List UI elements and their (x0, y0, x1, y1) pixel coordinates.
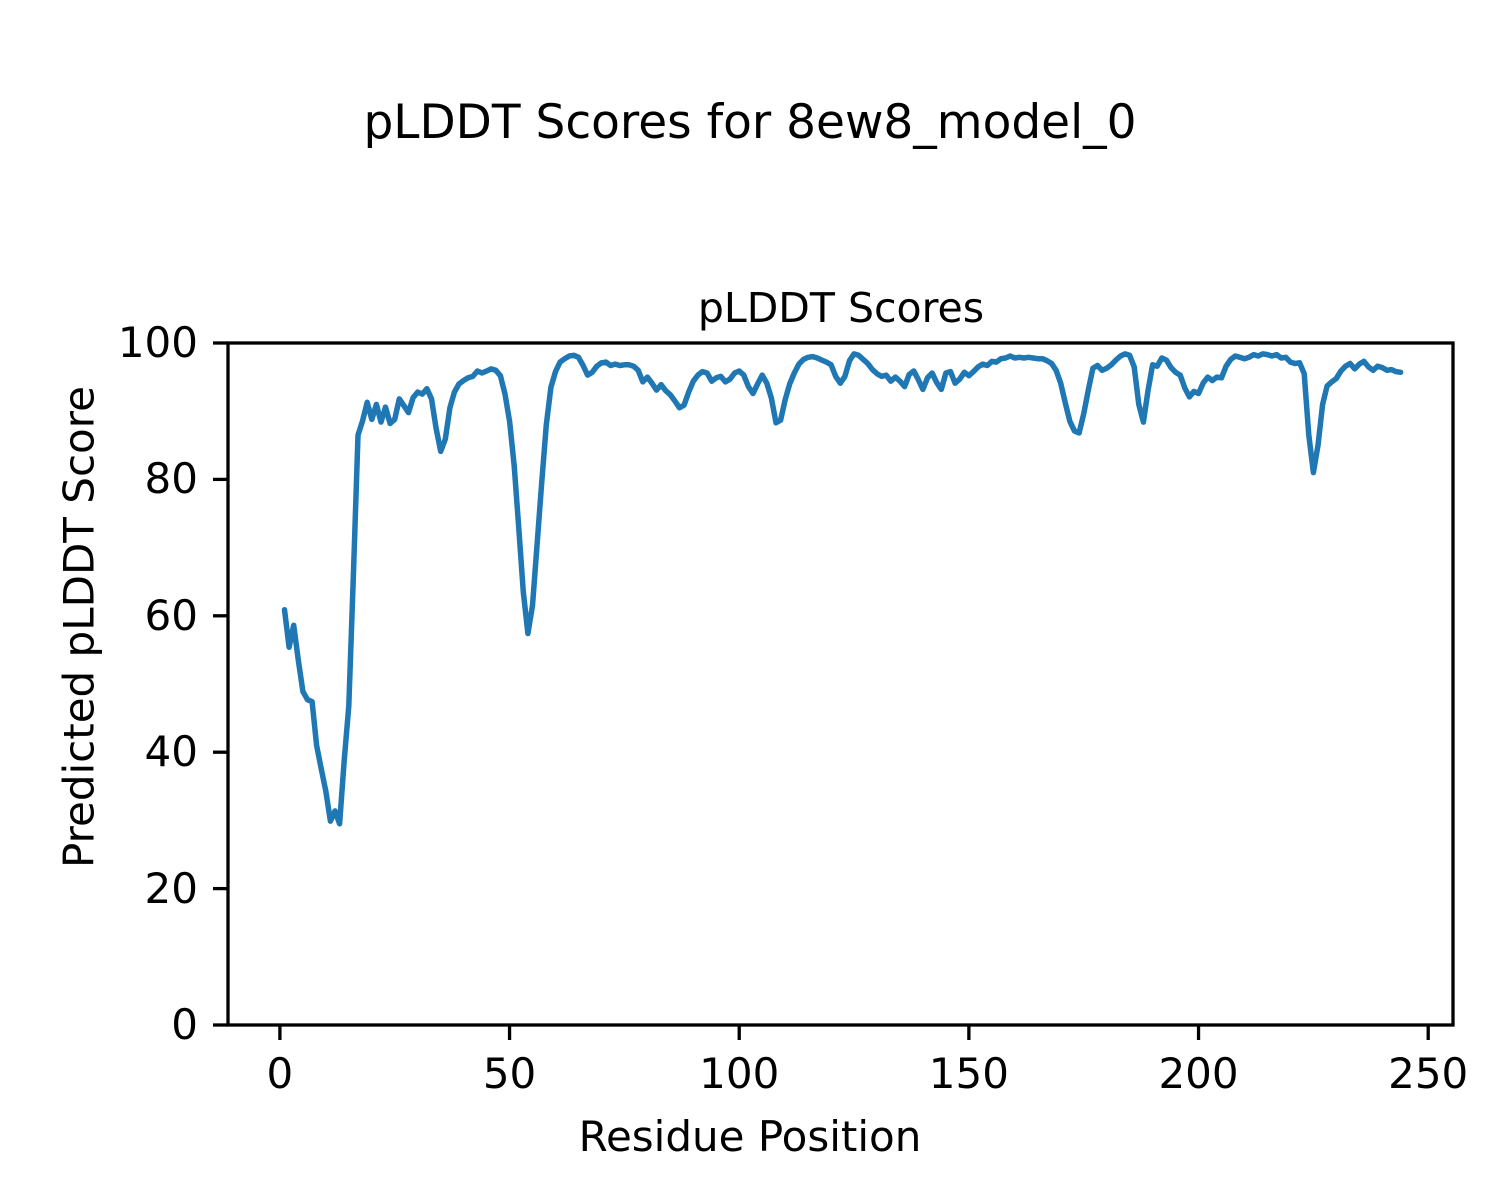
x-tick-label: 250 (1388, 1049, 1469, 1098)
x-axis-label: Residue Position (578, 1112, 922, 1161)
y-tick-label: 100 (117, 318, 198, 367)
tick-marks (213, 341, 1430, 1040)
y-tick-label: 80 (144, 454, 198, 504)
figure-suptitle: pLDDT Scores for 8ew8_model_0 (363, 95, 1137, 150)
y-tick-label: 60 (144, 590, 198, 640)
y-tick-label: 0 (171, 1000, 198, 1049)
y-axis-label: Predicted pLDDT Score (54, 386, 104, 868)
axes-title: pLDDT Scores (697, 284, 985, 332)
x-tick-label: 50 (482, 1049, 537, 1098)
x-tick-label: 200 (1158, 1049, 1239, 1098)
y-tick-label: 20 (144, 863, 198, 913)
x-tick-label: 100 (699, 1049, 780, 1098)
y-tick-label: 40 (144, 727, 198, 777)
plddt-line-series (281, 351, 1404, 827)
axes-spines (226, 341, 1455, 1027)
x-tick-label: 0 (266, 1049, 294, 1098)
x-tick-label: 150 (928, 1049, 1009, 1098)
